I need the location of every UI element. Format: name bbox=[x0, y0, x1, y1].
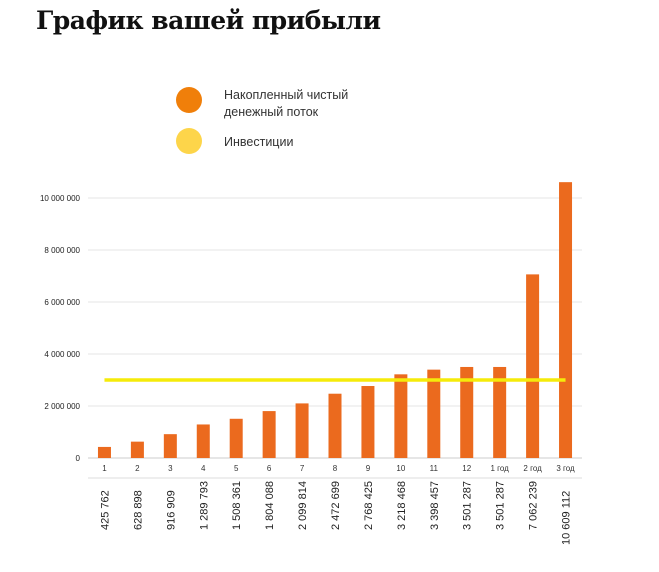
x-tick-label: 1 bbox=[102, 464, 107, 473]
bar bbox=[361, 386, 375, 458]
legend-label-investments: Инвестиции bbox=[224, 135, 293, 149]
x-tick-label: 10 bbox=[396, 464, 405, 473]
data-label: 916 909 bbox=[165, 490, 177, 530]
y-tick-label: 6 000 000 bbox=[44, 298, 80, 307]
data-label: 1 508 361 bbox=[231, 481, 243, 530]
data-label: 2 472 699 bbox=[330, 481, 342, 530]
x-tick-label: 1 год bbox=[490, 464, 509, 473]
x-tick-label: 6 bbox=[267, 464, 272, 473]
y-tick-label: 4 000 000 bbox=[44, 350, 80, 359]
bar bbox=[328, 393, 342, 458]
legend: Накопленный чистый денежный поток Инвест… bbox=[176, 87, 348, 154]
x-tick-label: 7 bbox=[300, 464, 305, 473]
data-label: 3 501 287 bbox=[495, 481, 507, 530]
x-tick-label: 12 bbox=[462, 464, 471, 473]
bar bbox=[559, 182, 573, 458]
bar bbox=[262, 411, 276, 458]
bar bbox=[394, 374, 408, 458]
bar bbox=[493, 366, 507, 458]
data-label: 3 501 287 bbox=[462, 481, 474, 530]
bar bbox=[295, 403, 309, 458]
x-tick-label: 9 bbox=[366, 464, 371, 473]
legend-label-cashflow-2: денежный поток bbox=[224, 105, 319, 119]
data-label: 3 398 457 bbox=[429, 481, 441, 530]
y-tick-label: 8 000 000 bbox=[44, 246, 80, 255]
x-tick-label: 11 bbox=[430, 464, 439, 473]
x-tick-label: 3 год bbox=[556, 464, 575, 473]
data-label: 3 218 468 bbox=[396, 481, 408, 530]
data-label: 2 768 425 bbox=[363, 481, 375, 530]
x-tick-label: 4 bbox=[201, 464, 206, 473]
y-tick-label: 2 000 000 bbox=[44, 402, 80, 411]
bar bbox=[526, 274, 540, 458]
x-tick-label: 2 год bbox=[523, 464, 542, 473]
x-tick-label: 5 bbox=[234, 464, 239, 473]
chart-title: График вашей прибыли bbox=[36, 6, 381, 35]
data-label: 1 804 088 bbox=[264, 481, 276, 530]
x-tick-label: 8 bbox=[333, 464, 338, 473]
bar bbox=[163, 434, 177, 458]
legend-label-cashflow-1: Накопленный чистый bbox=[224, 88, 348, 102]
legend-marker-cashflow bbox=[176, 87, 202, 113]
bar bbox=[130, 441, 144, 458]
data-label: 7 062 239 bbox=[528, 481, 540, 530]
data-label: 2 099 814 bbox=[297, 481, 309, 530]
y-tick-label: 10 000 000 bbox=[40, 194, 81, 203]
x-tick-label: 2 bbox=[135, 464, 140, 473]
bar bbox=[229, 418, 243, 458]
y-tick-label: 0 bbox=[76, 454, 81, 463]
data-label: 425 762 bbox=[99, 490, 111, 530]
x-tick-label: 3 bbox=[168, 464, 173, 473]
data-label: 1 289 793 bbox=[198, 481, 210, 530]
bar bbox=[427, 369, 441, 458]
bar bbox=[460, 366, 474, 458]
bar bbox=[97, 446, 111, 458]
bar bbox=[196, 424, 210, 458]
legend-marker-investments bbox=[176, 128, 202, 154]
data-label: 628 898 bbox=[132, 490, 144, 530]
data-label: 10 609 112 bbox=[561, 491, 573, 545]
